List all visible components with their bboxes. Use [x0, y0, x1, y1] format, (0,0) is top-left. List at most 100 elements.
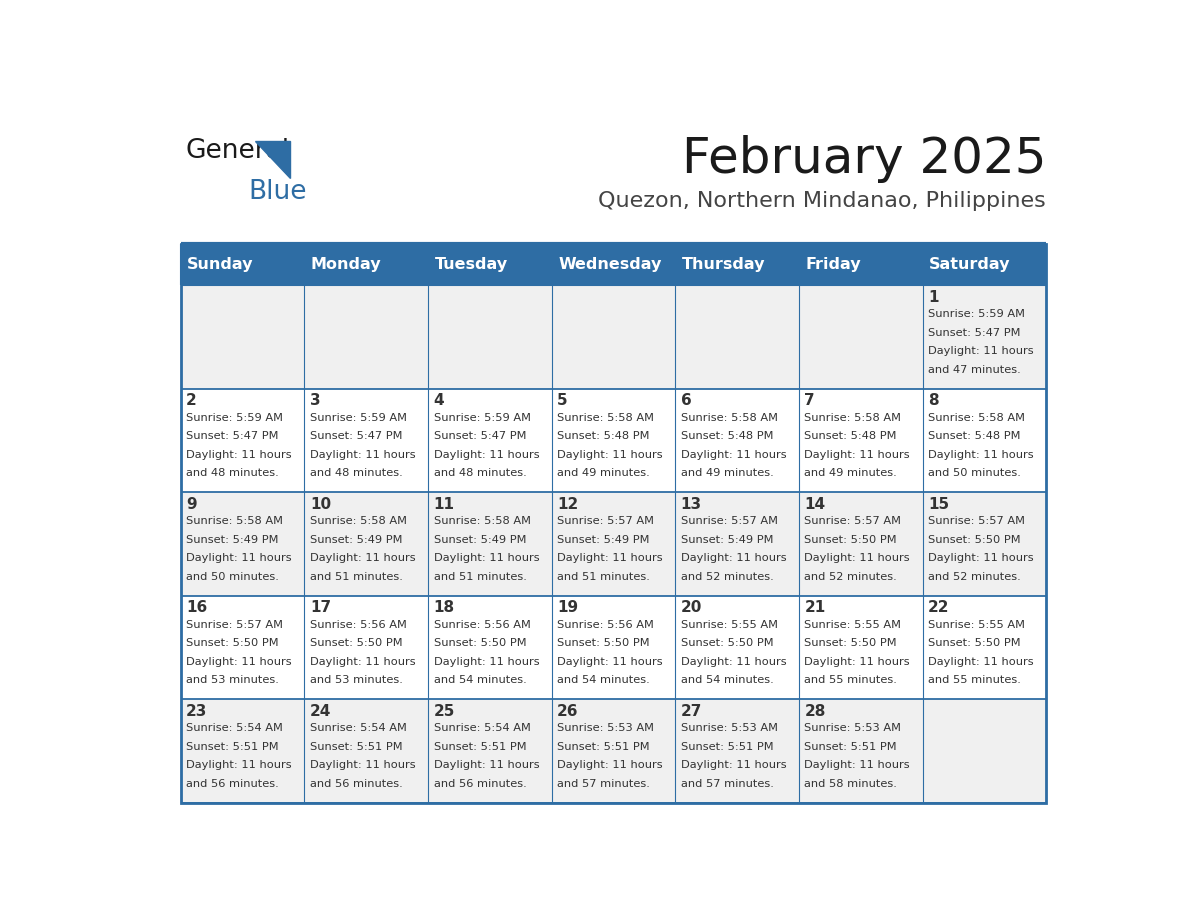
Text: 20: 20	[681, 600, 702, 615]
Text: Sunset: 5:49 PM: Sunset: 5:49 PM	[187, 535, 279, 545]
Text: Daylight: 11 hours: Daylight: 11 hours	[681, 760, 786, 770]
Text: 26: 26	[557, 703, 579, 719]
Text: Sunrise: 5:58 AM: Sunrise: 5:58 AM	[928, 413, 1025, 423]
Bar	[551, 700, 675, 803]
Text: Daylight: 11 hours: Daylight: 11 hours	[681, 656, 786, 666]
Text: Sunset: 5:50 PM: Sunset: 5:50 PM	[557, 638, 650, 648]
Text: and 48 minutes.: and 48 minutes.	[187, 468, 279, 478]
Text: Sunrise: 5:56 AM: Sunrise: 5:56 AM	[310, 620, 406, 630]
Text: and 53 minutes.: and 53 minutes.	[310, 675, 403, 685]
Text: Sunset: 5:48 PM: Sunset: 5:48 PM	[804, 431, 897, 442]
Text: Friday: Friday	[805, 257, 861, 273]
Bar	[675, 596, 798, 700]
Text: and 52 minutes.: and 52 minutes.	[928, 572, 1020, 582]
Text: Sunset: 5:50 PM: Sunset: 5:50 PM	[804, 638, 897, 648]
Bar	[551, 285, 675, 389]
Bar	[551, 244, 675, 285]
Bar	[798, 285, 923, 389]
Text: Sunset: 5:50 PM: Sunset: 5:50 PM	[928, 535, 1020, 545]
Text: 18: 18	[434, 600, 455, 615]
Text: Sunset: 5:48 PM: Sunset: 5:48 PM	[557, 431, 650, 442]
Bar	[798, 244, 923, 285]
Polygon shape	[255, 141, 290, 178]
Text: 13: 13	[681, 497, 702, 511]
Text: Sunrise: 5:55 AM: Sunrise: 5:55 AM	[804, 620, 902, 630]
Text: and 49 minutes.: and 49 minutes.	[557, 468, 650, 478]
Text: and 52 minutes.: and 52 minutes.	[681, 572, 773, 582]
Text: 4: 4	[434, 393, 444, 409]
Text: Blue: Blue	[248, 179, 307, 206]
Text: Saturday: Saturday	[929, 257, 1011, 273]
Text: Sunrise: 5:57 AM: Sunrise: 5:57 AM	[681, 517, 778, 526]
Text: Sunset: 5:48 PM: Sunset: 5:48 PM	[928, 431, 1020, 442]
Text: and 54 minutes.: and 54 minutes.	[557, 675, 650, 685]
Text: Daylight: 11 hours: Daylight: 11 hours	[804, 554, 910, 564]
Text: Daylight: 11 hours: Daylight: 11 hours	[434, 656, 539, 666]
Text: 10: 10	[310, 497, 331, 511]
Text: General: General	[185, 139, 290, 164]
Text: Sunset: 5:50 PM: Sunset: 5:50 PM	[310, 638, 403, 648]
Text: Daylight: 11 hours: Daylight: 11 hours	[187, 760, 292, 770]
Bar	[798, 596, 923, 700]
Text: Daylight: 11 hours: Daylight: 11 hours	[187, 450, 292, 460]
Text: and 55 minutes.: and 55 minutes.	[804, 675, 897, 685]
Text: Daylight: 11 hours: Daylight: 11 hours	[434, 554, 539, 564]
Text: Sunset: 5:47 PM: Sunset: 5:47 PM	[310, 431, 403, 442]
Text: 22: 22	[928, 600, 949, 615]
Text: 5: 5	[557, 393, 568, 409]
Text: Sunset: 5:51 PM: Sunset: 5:51 PM	[681, 742, 773, 752]
Text: Daylight: 11 hours: Daylight: 11 hours	[681, 554, 786, 564]
Text: Sunrise: 5:55 AM: Sunrise: 5:55 AM	[928, 620, 1025, 630]
Bar	[304, 596, 428, 700]
Bar	[428, 285, 551, 389]
Bar	[923, 596, 1047, 700]
Text: and 49 minutes.: and 49 minutes.	[681, 468, 773, 478]
Text: and 58 minutes.: and 58 minutes.	[804, 778, 897, 789]
Text: Sunset: 5:47 PM: Sunset: 5:47 PM	[928, 328, 1020, 338]
Text: Sunrise: 5:58 AM: Sunrise: 5:58 AM	[804, 413, 902, 423]
Text: Daylight: 11 hours: Daylight: 11 hours	[434, 450, 539, 460]
Text: 25: 25	[434, 703, 455, 719]
Bar	[923, 244, 1047, 285]
Bar	[304, 285, 428, 389]
Text: Sunrise: 5:57 AM: Sunrise: 5:57 AM	[557, 517, 655, 526]
Text: Daylight: 11 hours: Daylight: 11 hours	[187, 554, 292, 564]
Text: Sunrise: 5:58 AM: Sunrise: 5:58 AM	[434, 517, 531, 526]
Text: 3: 3	[310, 393, 321, 409]
Bar	[181, 492, 304, 596]
Text: and 48 minutes.: and 48 minutes.	[310, 468, 403, 478]
Bar	[181, 285, 304, 389]
Text: 7: 7	[804, 393, 815, 409]
Text: Sunrise: 5:59 AM: Sunrise: 5:59 AM	[928, 309, 1025, 319]
Text: Sunset: 5:51 PM: Sunset: 5:51 PM	[310, 742, 403, 752]
Text: Sunday: Sunday	[188, 257, 254, 273]
Text: Sunrise: 5:59 AM: Sunrise: 5:59 AM	[310, 413, 406, 423]
Text: Sunrise: 5:57 AM: Sunrise: 5:57 AM	[804, 517, 902, 526]
Text: and 57 minutes.: and 57 minutes.	[681, 778, 773, 789]
Bar	[428, 492, 551, 596]
Text: and 47 minutes.: and 47 minutes.	[928, 364, 1020, 375]
Text: Tuesday: Tuesday	[435, 257, 507, 273]
Text: Daylight: 11 hours: Daylight: 11 hours	[557, 656, 663, 666]
Text: Quezon, Northern Mindanao, Philippines: Quezon, Northern Mindanao, Philippines	[599, 192, 1047, 211]
Text: Daylight: 11 hours: Daylight: 11 hours	[928, 346, 1034, 356]
Text: Sunset: 5:51 PM: Sunset: 5:51 PM	[434, 742, 526, 752]
Bar	[304, 700, 428, 803]
Text: Sunrise: 5:59 AM: Sunrise: 5:59 AM	[187, 413, 283, 423]
Bar	[428, 244, 551, 285]
Text: Daylight: 11 hours: Daylight: 11 hours	[187, 656, 292, 666]
Text: 15: 15	[928, 497, 949, 511]
Text: Sunset: 5:51 PM: Sunset: 5:51 PM	[557, 742, 650, 752]
Bar	[551, 596, 675, 700]
Bar	[304, 244, 428, 285]
Text: 14: 14	[804, 497, 826, 511]
Text: and 56 minutes.: and 56 minutes.	[310, 778, 403, 789]
Bar	[923, 492, 1047, 596]
Text: Sunrise: 5:53 AM: Sunrise: 5:53 AM	[804, 723, 902, 733]
Text: Monday: Monday	[311, 257, 381, 273]
Text: 12: 12	[557, 497, 579, 511]
Bar	[428, 389, 551, 492]
Text: Daylight: 11 hours: Daylight: 11 hours	[928, 450, 1034, 460]
Bar	[798, 700, 923, 803]
Text: Sunset: 5:51 PM: Sunset: 5:51 PM	[804, 742, 897, 752]
